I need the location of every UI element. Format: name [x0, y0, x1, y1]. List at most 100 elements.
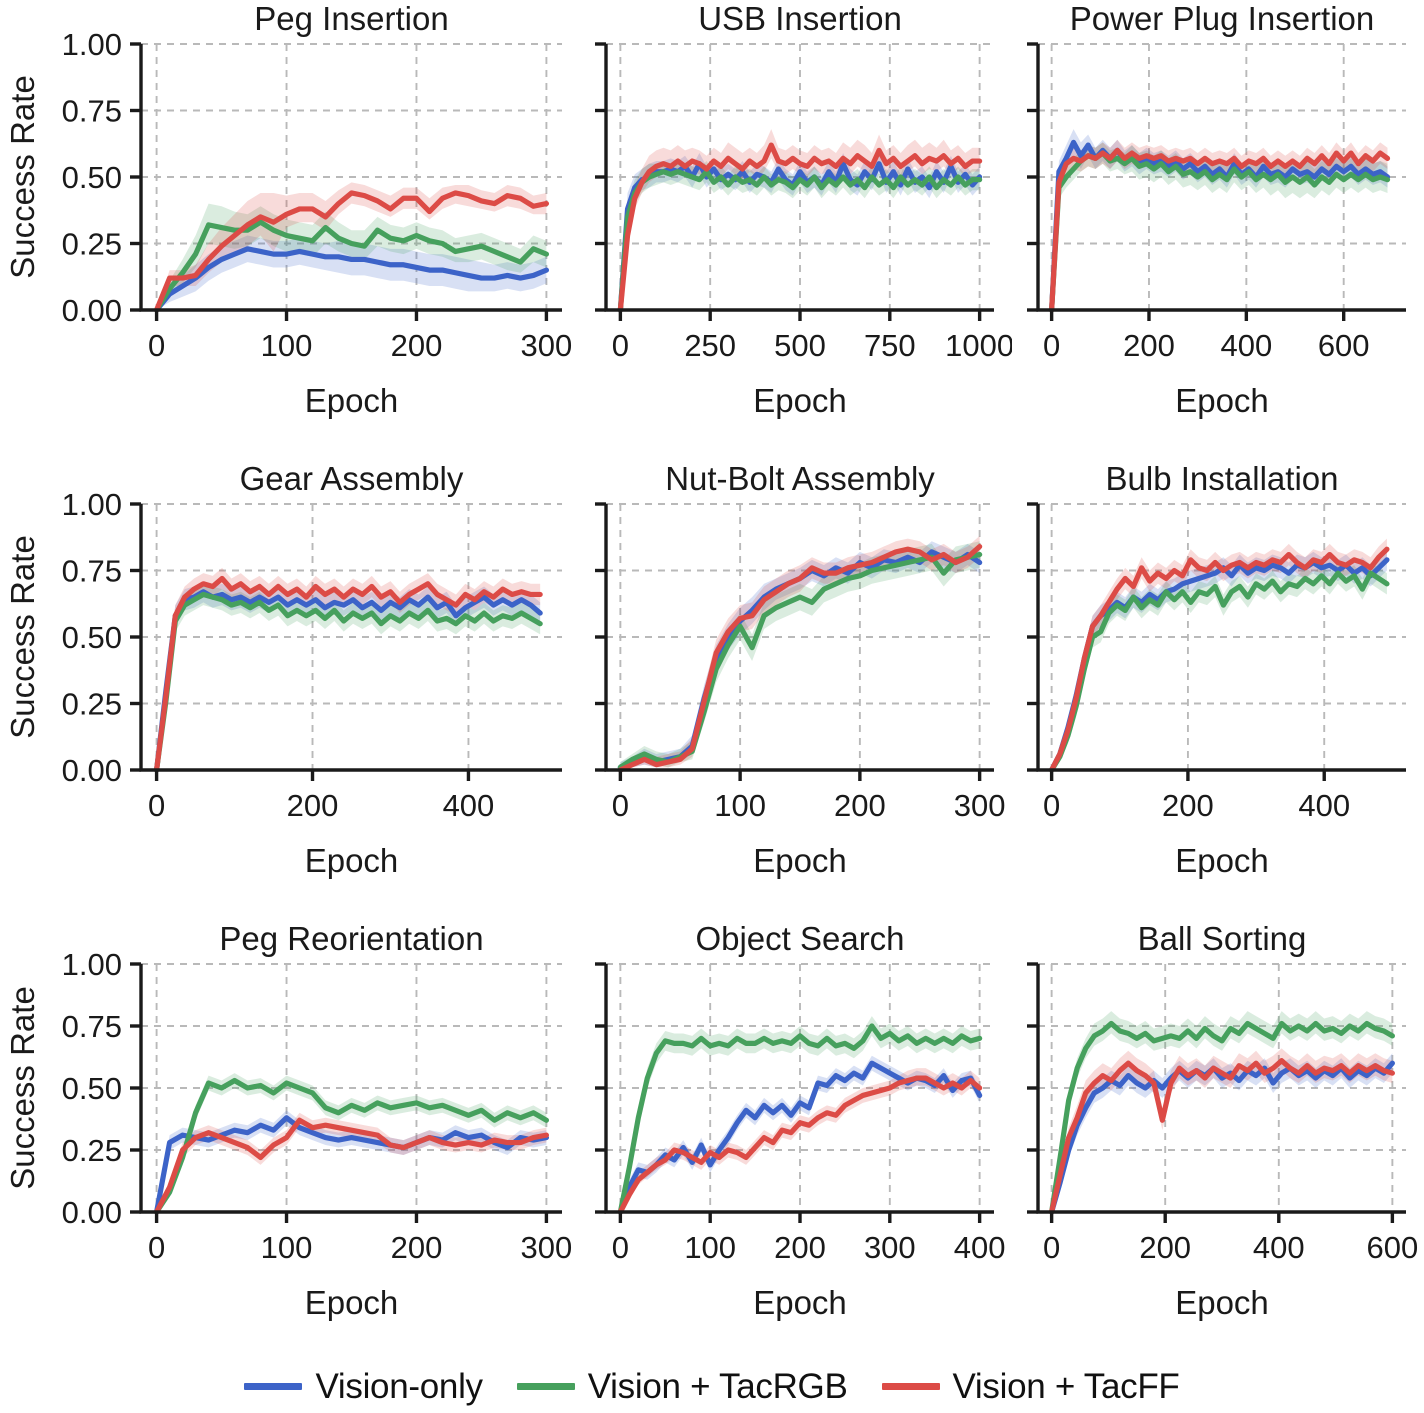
x-tick-label: 600	[1367, 1230, 1419, 1265]
x-axis-label: Epoch	[305, 382, 399, 419]
x-tick-label: 200	[391, 1230, 443, 1265]
series-line	[153, 1117, 550, 1215]
x-axis-label: Epoch	[753, 842, 847, 879]
x-tick-label: 300	[954, 788, 1006, 823]
series-line	[153, 575, 543, 773]
panel-title: Peg Insertion	[254, 0, 448, 37]
x-tick-label: 750	[864, 328, 916, 363]
chart-panel-power-plug-insertion: 0 200 400 600 Power Plug Insertion Epoch	[1012, 0, 1424, 460]
x-tick-label: 600	[1318, 328, 1370, 363]
x-tick-label: 300	[864, 1230, 916, 1265]
x-axis-label: Epoch	[1175, 842, 1269, 879]
legend-label: Vision + TacFF	[952, 1366, 1180, 1406]
x-tick-label: 100	[714, 788, 766, 823]
chart-panel-bulb-installation: 0 200 400 Bulb Installation Epoch	[1012, 460, 1424, 920]
x-axis-label: Epoch	[753, 1284, 847, 1321]
y-tick-label: 1.00	[62, 947, 122, 982]
x-tick-label: 400	[1253, 1230, 1305, 1265]
y-axis-label: Success Rate	[4, 75, 41, 279]
legend-label: Vision-only	[315, 1366, 483, 1406]
y-tick-label: 1.00	[62, 27, 122, 62]
x-tick-label: 1000	[945, 328, 1012, 363]
series-line	[617, 169, 983, 313]
x-tick-label: 100	[261, 328, 313, 363]
x-tick-label: 200	[834, 788, 886, 823]
chart-panel-nut-bolt-assembly: 0 100 200 300 Nut-Bolt Assembly Epoch	[580, 460, 1012, 920]
panel-title: Peg Reorientation	[219, 920, 483, 957]
panel-title: USB Insertion	[698, 0, 902, 37]
chart-panel-gear-assembly: 0.00 0.25 0.50 0.75 1.00 0 200 400 Gear Assembly…	[0, 460, 580, 920]
y-tick-label: 1.00	[62, 487, 122, 522]
panel-title: Nut-Bolt Assembly	[665, 460, 935, 497]
series-line	[153, 591, 543, 773]
x-tick-label: 200	[1123, 328, 1175, 363]
y-axis-label: Success Rate	[4, 535, 41, 739]
x-tick-label: 0	[1043, 788, 1060, 823]
y-tick-label: 0.25	[62, 687, 122, 722]
x-tick-label: 200	[287, 788, 339, 823]
x-tick-label: 0	[1043, 1230, 1060, 1265]
x-axis-label: Epoch	[1175, 382, 1269, 419]
series-confidence-band	[620, 541, 980, 770]
series-line	[1049, 1060, 1395, 1215]
x-tick-label: 300	[521, 328, 573, 363]
panel-title: Ball Sorting	[1138, 920, 1307, 957]
panel-title: Bulb Installation	[1106, 460, 1339, 497]
series-line	[153, 190, 550, 313]
legend-color-swatch	[881, 1383, 940, 1390]
series-line	[1049, 1058, 1395, 1215]
series-line	[1049, 150, 1391, 313]
x-tick-label: 250	[684, 328, 736, 363]
series-confidence-band	[156, 203, 547, 310]
series-confidence-band	[620, 1016, 980, 1212]
x-tick-label: 0	[1043, 328, 1060, 363]
x-tick-label: 0	[612, 328, 629, 363]
series-confidence-band	[620, 1068, 980, 1212]
x-tick-label: 400	[954, 1230, 1006, 1265]
y-tick-label: 0.75	[62, 1009, 122, 1044]
series-line	[1049, 1020, 1395, 1215]
chart-panel-usb-insertion: 0 250 500 750 1000 USB Insertion Epoch	[580, 0, 1012, 460]
x-tick-label: 200	[1139, 1230, 1191, 1265]
series-line	[617, 543, 983, 773]
y-tick-label: 0.00	[62, 753, 122, 788]
y-tick-label: 0.00	[62, 293, 122, 328]
series-line	[617, 1023, 983, 1215]
series-line	[1049, 570, 1390, 773]
legend-item-vision-tacrgb: Vision + TacRGB	[516, 1366, 848, 1407]
series-line	[1049, 147, 1391, 313]
series-confidence-band	[156, 235, 547, 310]
y-tick-label: 0.50	[62, 620, 122, 655]
x-axis-label: Epoch	[753, 382, 847, 419]
chart-panel-ball-sorting: 0 200 400 600 Ball Sorting Epoch	[1012, 920, 1424, 1360]
series-line	[617, 1075, 983, 1215]
x-tick-label: 100	[261, 1230, 313, 1265]
legend-label: Vision + TacRGB	[587, 1366, 848, 1406]
series-line	[1049, 139, 1391, 313]
x-tick-label: 200	[1162, 788, 1214, 823]
x-tick-label: 400	[443, 788, 495, 823]
series-line	[617, 142, 983, 313]
x-tick-label: 0	[612, 788, 629, 823]
x-tick-label: 200	[391, 328, 443, 363]
x-axis-label: Epoch	[305, 1284, 399, 1321]
chart-panel-object-search: 0 100 200 300 400 Object Search Epoch	[580, 920, 1012, 1360]
x-tick-label: 100	[684, 1230, 736, 1265]
x-tick-label: 0	[148, 788, 165, 823]
panel-title: Power Plug Insertion	[1070, 0, 1375, 37]
y-axis-label: Success Rate	[4, 986, 41, 1190]
y-tick-label: 0.75	[62, 554, 122, 589]
x-tick-label: 400	[1220, 328, 1272, 363]
x-tick-label: 200	[774, 1230, 826, 1265]
panel-grid: 0.00 0.25 0.50 0.75 1.00 0 100 200 300 Peg Insert…	[0, 0, 1424, 1360]
y-tick-label: 0.25	[62, 1133, 122, 1168]
y-tick-label: 0.50	[62, 1071, 122, 1106]
series-line	[1049, 546, 1390, 773]
x-axis-label: Epoch	[1175, 1284, 1269, 1321]
x-tick-label: 0	[612, 1230, 629, 1265]
series-confidence-band	[1051, 142, 1388, 310]
series-confidence-band	[620, 1055, 980, 1212]
x-tick-label: 0	[148, 1230, 165, 1265]
y-tick-label: 0.50	[62, 160, 122, 195]
